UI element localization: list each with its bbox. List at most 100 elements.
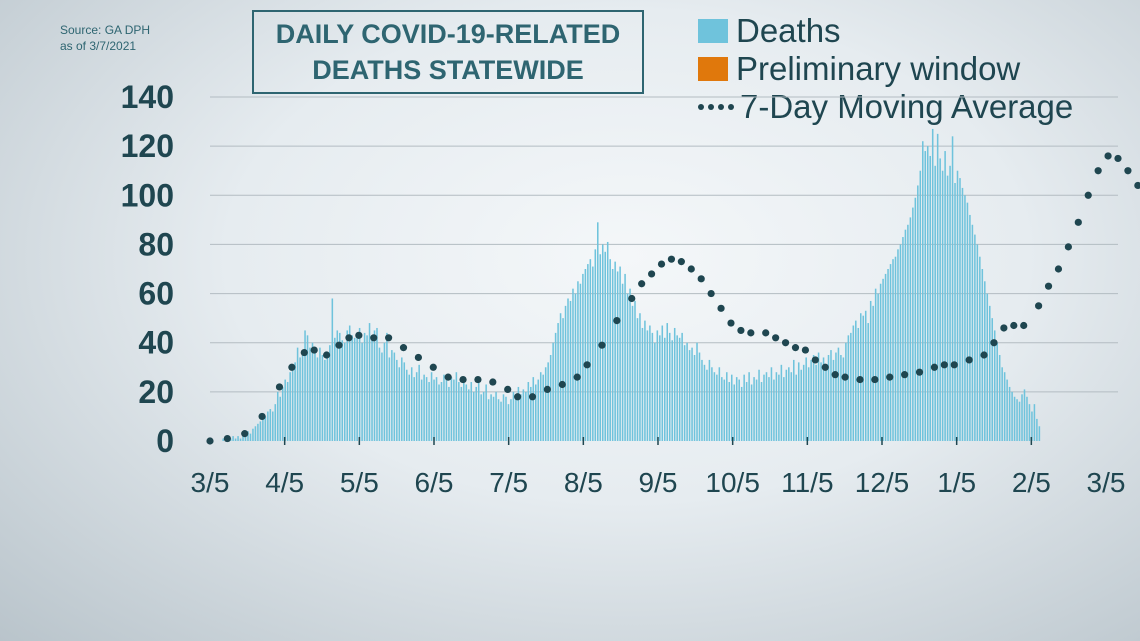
- death-bar: [264, 416, 267, 441]
- death-bar: [574, 293, 577, 441]
- death-bar: [738, 379, 740, 441]
- legend-item-moving-average: 7-Day Moving Average: [698, 88, 1073, 126]
- death-bar: [1011, 391, 1013, 441]
- death-bar: [1021, 394, 1023, 441]
- moving-average-dot: [335, 341, 343, 349]
- death-bar: [420, 379, 423, 441]
- death-bar: [768, 377, 770, 441]
- death-bar: [391, 350, 393, 441]
- death-bar: [919, 170, 922, 441]
- death-bar: [656, 330, 659, 441]
- death-bar: [654, 342, 656, 441]
- moving-average-dot: [323, 351, 331, 359]
- death-bar: [262, 418, 264, 441]
- death-bar: [438, 384, 440, 441]
- death-bar: [879, 283, 882, 441]
- moving-average-dot: [677, 258, 685, 266]
- moving-average-dot: [613, 317, 621, 325]
- death-bar: [721, 377, 723, 441]
- death-bar: [592, 266, 594, 441]
- y-tick-label: 140: [121, 79, 174, 115]
- death-bar: [440, 382, 443, 441]
- moving-average-dot: [223, 434, 231, 443]
- death-bar: [855, 320, 857, 441]
- death-bar: [934, 165, 936, 442]
- death-bar: [770, 367, 773, 441]
- moving-average-dot: [258, 412, 266, 421]
- death-bar: [242, 433, 244, 441]
- death-bar: [944, 151, 946, 442]
- death-bar: [254, 426, 257, 441]
- moving-average-dot: [514, 393, 522, 401]
- death-bar: [825, 367, 827, 441]
- death-bar: [857, 327, 860, 441]
- death-bar: [678, 337, 681, 441]
- death-bar: [1028, 404, 1031, 441]
- death-bar: [904, 229, 907, 441]
- death-bar: [408, 374, 411, 441]
- moving-average-dot: [781, 339, 790, 347]
- death-bar: [329, 345, 331, 441]
- death-bar: [797, 362, 800, 441]
- death-bar: [470, 382, 473, 441]
- moving-average-dot: [399, 344, 408, 352]
- death-bar: [974, 234, 976, 441]
- moving-average-dot: [647, 270, 656, 278]
- chart-title-line-1: DAILY COVID-19-RELATED: [275, 19, 621, 49]
- death-bar: [924, 151, 927, 442]
- death-bar: [348, 325, 351, 441]
- death-bar: [510, 399, 512, 441]
- death-bar: [946, 175, 949, 441]
- death-bar: [611, 269, 614, 441]
- death-bar: [733, 384, 736, 441]
- death-bar: [832, 359, 835, 441]
- moving-average-dot: [737, 326, 745, 335]
- moving-average-dot: [990, 339, 998, 347]
- moving-average-dot: [871, 375, 879, 384]
- death-bar: [1033, 404, 1036, 441]
- death-bar: [793, 359, 795, 441]
- death-bar: [319, 347, 321, 441]
- death-bar: [232, 436, 234, 441]
- death-bar: [936, 133, 939, 441]
- moving-average-dot: [1020, 321, 1028, 330]
- legend-label: Preliminary window: [736, 50, 1021, 87]
- death-bar: [986, 293, 989, 441]
- moving-average-dot: [811, 356, 819, 364]
- death-bar: [453, 379, 455, 441]
- x-tick-label: 7/5: [489, 467, 528, 498]
- death-bar: [959, 178, 961, 442]
- death-bar: [418, 364, 420, 441]
- death-bar: [527, 382, 530, 441]
- death-bar: [487, 399, 490, 441]
- death-bar: [691, 347, 693, 441]
- death-bar: [912, 207, 914, 441]
- death-bar: [542, 374, 544, 441]
- death-bar: [939, 158, 941, 441]
- death-bar: [805, 357, 807, 441]
- moving-average-dot: [474, 375, 482, 384]
- moving-average-dot: [370, 334, 378, 342]
- death-bar: [500, 401, 502, 441]
- death-bar: [775, 372, 778, 441]
- death-bar: [475, 386, 477, 441]
- death-bar: [614, 261, 616, 441]
- death-bar: [1023, 389, 1026, 441]
- moving-average-dot: [206, 437, 214, 445]
- death-bar: [534, 384, 537, 441]
- death-bar: [1038, 426, 1041, 441]
- death-bar: [753, 377, 755, 441]
- death-bar: [234, 438, 237, 441]
- y-tick-label: 120: [121, 128, 174, 164]
- death-bar: [820, 362, 822, 441]
- death-bar: [998, 355, 1001, 441]
- y-tick-label: 20: [138, 374, 174, 410]
- moving-average-dot: [355, 331, 363, 339]
- death-bar: [363, 332, 366, 441]
- death-bar: [716, 374, 718, 441]
- death-bar: [334, 337, 336, 441]
- death-bar: [817, 352, 820, 441]
- death-bar: [882, 278, 884, 441]
- moving-average-dot: [385, 334, 393, 342]
- death-bar: [577, 281, 579, 441]
